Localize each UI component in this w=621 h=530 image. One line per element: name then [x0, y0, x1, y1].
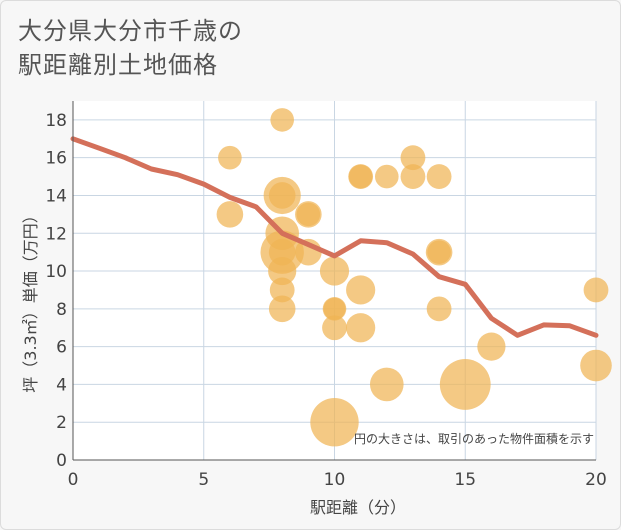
- x-tick-label: 0: [68, 470, 79, 490]
- bubble-point: [270, 108, 295, 132]
- y-axis-label: 坪（3.3㎡）単価（万円）: [21, 207, 40, 392]
- bubble-point: [348, 164, 373, 189]
- x-tick-label: 10: [324, 470, 346, 490]
- bubble-point: [218, 145, 242, 170]
- bubble-point: [268, 295, 296, 323]
- bubble-point: [375, 164, 399, 189]
- bubble-point: [400, 145, 426, 171]
- y-tick-label: 0: [56, 451, 67, 471]
- bubble-point: [268, 256, 297, 286]
- bubble-point: [323, 297, 346, 320]
- bubble-point: [426, 164, 452, 189]
- size-annotation: 円の大きさは、取引のあった物件面積を示す: [354, 431, 594, 446]
- bubble-point: [426, 296, 452, 322]
- bubble-point: [439, 359, 491, 410]
- x-tick-label: 20: [585, 470, 607, 490]
- y-tick-label: 2: [56, 413, 67, 433]
- y-tick-label: 16: [45, 149, 67, 169]
- y-tick-label: 18: [45, 111, 67, 131]
- y-tick-label: 10: [45, 262, 67, 282]
- y-tick-label: 12: [45, 224, 67, 244]
- chart-title: 大分県大分市千歳の 駅距離別土地価格: [18, 17, 243, 79]
- bubble-point: [216, 201, 244, 228]
- bubble-point: [477, 332, 506, 361]
- bubble-point: [346, 313, 376, 343]
- y-tick-label: 8: [56, 300, 67, 320]
- x-axis-label: 駅距離（分）: [310, 498, 406, 517]
- y-tick-label: 14: [45, 186, 67, 206]
- bubble-point: [346, 275, 376, 305]
- bubble-point: [580, 349, 612, 382]
- y-tick-label: 4: [56, 375, 67, 395]
- x-tick-label: 15: [454, 470, 476, 490]
- bubble-point: [400, 164, 426, 189]
- bubble-point: [583, 277, 609, 303]
- bubble-point: [319, 256, 350, 286]
- trend-line: [70, 136, 599, 338]
- bubble-point: [370, 367, 404, 402]
- bubble-point: [427, 240, 451, 264]
- bubbles: [216, 108, 612, 447]
- x-tick-label: 5: [198, 470, 209, 490]
- bubble-point: [310, 398, 359, 447]
- axes: 0 5 10 15 20 0 2 4 6 8 10 12 14 16 18: [45, 101, 607, 490]
- bubble-point: [268, 182, 296, 209]
- bubble-point: [322, 315, 347, 341]
- trend-line-group: [70, 136, 599, 338]
- bubble-point: [269, 277, 295, 303]
- y-tick-label: 6: [56, 338, 67, 358]
- bubble-point: [296, 202, 321, 227]
